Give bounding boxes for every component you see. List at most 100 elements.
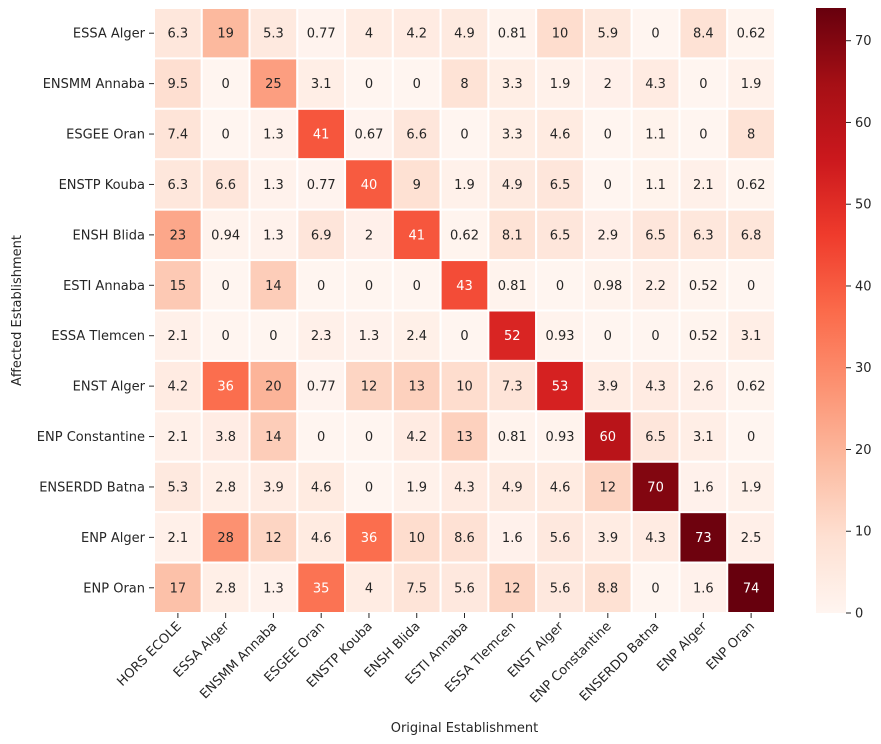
cell-value-label: 1.6 <box>502 531 523 546</box>
cell-value-label: 53 <box>552 380 569 395</box>
cell-value-label: 8.4 <box>693 27 714 42</box>
heatmap-cell <box>391 359 442 413</box>
heatmap-cell <box>726 309 777 362</box>
y-tick-label: ENSTP Kouba <box>59 178 145 193</box>
y-tick-label: ENP Alger <box>81 531 146 546</box>
cell-value-label: 10 <box>552 27 569 42</box>
cell-value-label: 3.9 <box>597 531 618 546</box>
cell-value-label: 1.1 <box>645 178 666 193</box>
y-tick-label: ENSMM Annaba <box>43 77 145 92</box>
heatmap-cell <box>439 57 490 110</box>
colorbar: 0 10 20 30 40 50 60 70 <box>816 8 872 622</box>
cell-value-label: 5.3 <box>168 480 189 495</box>
heatmap-cell <box>200 561 251 614</box>
heatmap-cell <box>678 259 729 312</box>
heatmap-cell <box>726 107 777 161</box>
colorbar-tick-label: 50 <box>855 198 872 213</box>
cell-value-label: 0.77 <box>307 178 336 193</box>
heatmap-cell <box>678 158 729 211</box>
cell-value-label: 2.1 <box>168 329 189 344</box>
heatmap-cell <box>344 107 394 161</box>
heatmap-cell <box>296 460 347 514</box>
cell-value-label: 6.3 <box>168 27 189 42</box>
heatmap-cell <box>200 208 251 262</box>
heatmap-cell <box>439 359 490 413</box>
cell-value-label: 3.3 <box>502 77 523 92</box>
colorbar-tick-label: 40 <box>855 279 872 294</box>
cell-value-label: 0 <box>222 128 230 143</box>
cell-value-label: 2.1 <box>168 430 189 445</box>
cell-value-label: 70 <box>647 480 664 495</box>
heatmap-cell <box>296 57 347 110</box>
heatmap-cell <box>535 57 585 110</box>
colorbar-tick-label: 0 <box>855 607 863 622</box>
cell-value-label: 2.1 <box>693 178 714 193</box>
y-tick-label: ESTI Annaba <box>63 279 145 294</box>
y-tick-label: ESSA Tlemcen <box>51 329 145 344</box>
cell-value-label: 20 <box>265 380 282 395</box>
cell-value-label: 2.5 <box>741 531 762 546</box>
cell-value-label: 4.2 <box>168 380 189 395</box>
cell-value-label: 1.1 <box>645 128 666 143</box>
cell-value-label: 4.6 <box>311 531 332 546</box>
cell-value-label: 0.62 <box>737 178 766 193</box>
x-tick-label: ENP Alger <box>654 619 710 675</box>
cell-value-label: 0 <box>651 329 659 344</box>
cell-value-label: 1.9 <box>550 77 571 92</box>
heatmap-cell <box>296 561 347 614</box>
cell-value-label: 5.6 <box>550 581 571 596</box>
heatmap-cell <box>391 561 442 614</box>
cell-value-label: 4.3 <box>645 77 666 92</box>
cell-value-label: 0 <box>222 77 230 92</box>
cell-value-label: 1.3 <box>263 128 284 143</box>
cell-value-label: 28 <box>217 531 234 546</box>
cell-value-label: 1.3 <box>263 581 284 596</box>
y-tick-label: ENSERDD Batna <box>39 480 145 495</box>
colorbar-tick-label: 60 <box>855 116 872 131</box>
y-axis-label: Affected Establishment <box>10 235 25 386</box>
cell-value-label: 2.9 <box>597 228 618 243</box>
cell-value-label: 4.6 <box>550 480 571 495</box>
heatmap-cell <box>630 158 681 211</box>
cell-value-label: 13 <box>408 380 425 395</box>
cell-value-label: 8.8 <box>597 581 618 596</box>
cell-value-label: 25 <box>265 77 282 92</box>
cell-value-label: 2.8 <box>215 581 236 596</box>
heatmap-cell <box>678 208 729 262</box>
y-axis-ticks: ESSA Alger ENSMM Annaba ESGEE Oran ENSTP Ko… <box>37 27 154 596</box>
heatmap-cell <box>153 259 203 312</box>
cell-value-label: 0 <box>699 77 707 92</box>
cell-value-label: 2.2 <box>645 279 666 294</box>
cell-value-label: 3.1 <box>741 329 762 344</box>
cell-value-label: 7.3 <box>502 380 523 395</box>
heatmap-cell <box>248 107 299 161</box>
cell-value-label: 0.81 <box>498 27 527 42</box>
heatmap-cell <box>439 208 490 262</box>
heatmap-cell <box>630 309 681 362</box>
cell-value-label: 3.1 <box>311 77 332 92</box>
cell-value-label: 2.8 <box>215 480 236 495</box>
heatmap-cell <box>344 359 394 413</box>
x-tick-label: ENP Constantine <box>528 619 615 706</box>
heatmap-cell <box>439 158 490 211</box>
cell-value-label: 4 <box>365 27 373 42</box>
y-tick-label: ENSH Blida <box>73 228 145 243</box>
cell-value-label: 1.9 <box>406 480 427 495</box>
heatmap-cell <box>200 259 251 312</box>
cell-value-label: 4.3 <box>645 380 666 395</box>
cell-value-label: 0.52 <box>689 329 718 344</box>
heatmap-cell <box>630 107 681 161</box>
cell-value-label: 0 <box>699 128 707 143</box>
cell-value-label: 0 <box>460 128 468 143</box>
cell-value-label: 0 <box>365 279 373 294</box>
cell-value-label: 3.1 <box>693 430 714 445</box>
cell-value-label: 23 <box>170 228 187 243</box>
cell-value-label: 6.3 <box>693 228 714 243</box>
heatmap-cell <box>439 561 490 614</box>
cell-value-label: 14 <box>265 430 282 445</box>
cell-value-label: 0 <box>365 480 373 495</box>
heatmap-cell <box>248 259 299 312</box>
heatmap-cell <box>726 259 777 312</box>
y-tick-label: ENP Oran <box>83 581 145 596</box>
